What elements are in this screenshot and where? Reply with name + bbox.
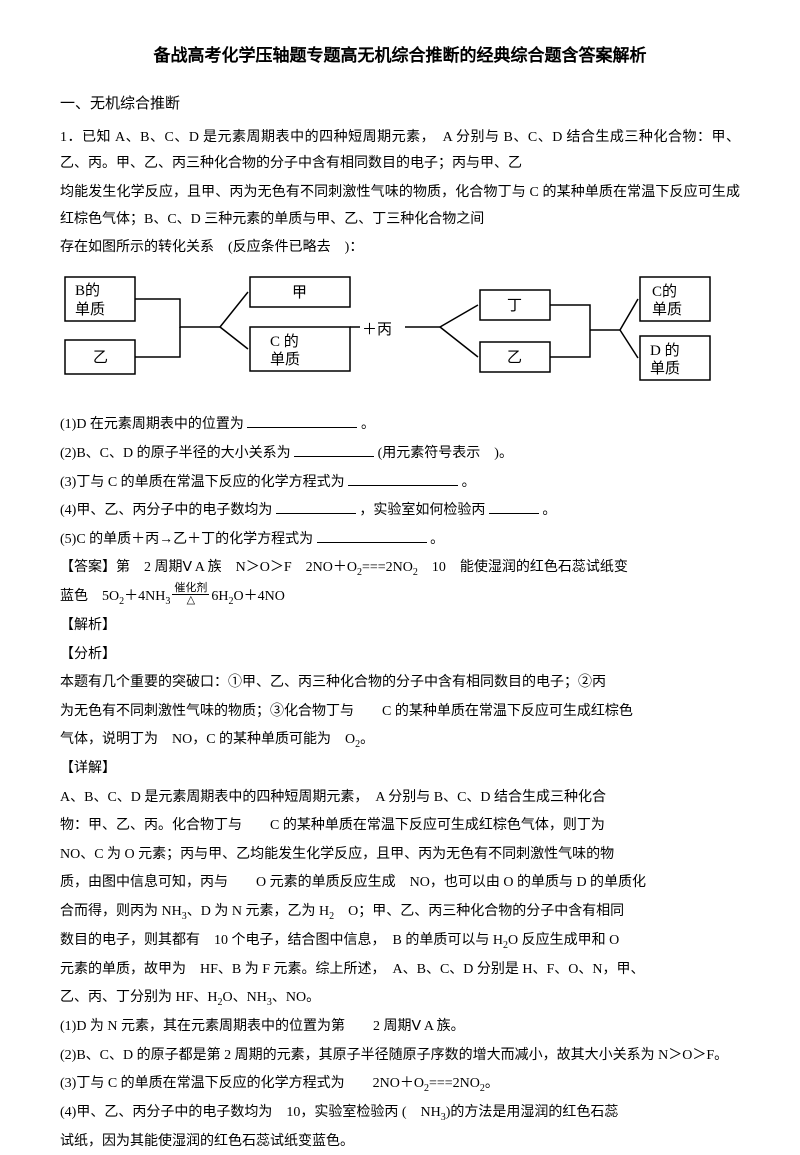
plus-bing: ＋丙 <box>362 322 392 338</box>
detail-6: 数目的电子，则其都有 10 个电子，结合图中信息， B 的单质可以与 H2O 反… <box>60 928 740 955</box>
problem-para-1: 1．已知 A、B、C、D 是元素周期表中的四种短周期元素， A 分别与 B、C、… <box>60 125 740 178</box>
fenxi-2: 为无色有不同刺激性气味的物质；③化合物丁与 C 的某种单质在常温下反应可生成红棕… <box>60 699 740 726</box>
xiangjie-label: 【详解】 <box>60 756 740 783</box>
ans2-c: 6H <box>211 589 228 604</box>
d5-b: 、D 为 N 元素，乙为 H <box>187 904 329 919</box>
conversion-diagram: B的 单质 乙 甲 C 的 单质 ＋丙 丁 乙 C的 单质 D 的 单质 <box>60 272 740 392</box>
q1-end: 。 <box>361 417 375 432</box>
fx3-b: 。 <box>360 732 374 747</box>
box-ding: 丁 <box>507 298 522 314</box>
box-b-substance-2: 单质 <box>75 301 105 318</box>
question-5: (5)C 的单质＋丙→乙＋丁的化学方程式为 。 <box>60 527 740 554</box>
d8-b: O、NH <box>223 990 267 1005</box>
fenxi-label: 【分析】 <box>60 642 740 669</box>
q4-blank-2 <box>489 500 539 514</box>
box-yi-left: 乙 <box>93 350 108 366</box>
ans2-a: 蓝色 5O <box>60 589 119 604</box>
q5-text: (5)C 的单质＋丙→乙＋丁的化学方程式为 <box>60 532 313 547</box>
q3-end: 。 <box>462 475 476 490</box>
fenxi-3: 气体，说明丁为 NO，C 的某种单质可能为 O2。 <box>60 727 740 754</box>
box-b-substance: B的 <box>75 282 100 299</box>
q2-end: (用元素符号表示 )。 <box>378 446 513 461</box>
q2-blank <box>294 443 374 457</box>
problem-para-2: 均能发生化学反应，且甲、丙为无色有不同刺激性气味的物质，化合物丁与 C 的某种单… <box>60 180 740 233</box>
sub-3a: 3 <box>165 596 170 607</box>
q4-blank-1 <box>276 500 356 514</box>
ans2-d: O＋4NO <box>233 589 284 604</box>
q4-end: 。 <box>542 503 556 518</box>
detail-5: 合而得，则丙为 NH3、D 为 N 元素，乙为 H2 O；甲、乙、丙三种化合物的… <box>60 899 740 926</box>
q3-blank <box>348 472 458 486</box>
detail-2: 物：甲、乙、丙。化合物丁与 C 的某种单质在常温下反应可生成红棕色气体，则丁为 <box>60 813 740 840</box>
ans-detail-2: (2)B、C、D 的原子都是第 2 周期的元素，其原子半径随原子序数的增大而减小… <box>60 1043 740 1070</box>
d8-a: 乙、丙、丁分别为 HF、H <box>60 990 218 1005</box>
ans-detail-1: (1)D 为 N 元素，其在元素周期表中的位置为第 2 周期Ⅴ A 族。 <box>60 1014 740 1041</box>
ans1-a: 第 2 周期Ⅴ A 族 N＞O＞F 2NO＋O <box>116 560 357 575</box>
box-d-substance: D 的 <box>650 342 680 359</box>
box-c-substance: C 的 <box>270 333 299 350</box>
q1-text: (1)D 在元素周期表中的位置为 <box>60 417 244 432</box>
ans-detail-4: (4)甲、乙、丙分子中的电子数均为 10，实验室检验丙 ( NH3)的方法是用湿… <box>60 1100 740 1127</box>
detail-4: 质，由图中信息可知，丙与 O 元素的单质反应生成 NO，也可以由 O 的单质与 … <box>60 870 740 897</box>
d5-c: O；甲、乙、丙三种化合物的分子中含有相同 <box>334 904 624 919</box>
detail-1: A、B、C、D 是元素周期表中的四种短周期元素， A 分别与 B、C、D 结合生… <box>60 785 740 812</box>
jiexi-label: 【解析】 <box>60 613 740 640</box>
page-title: 备战高考化学压轴题专题高无机综合推断的经典综合题含答案解析 <box>60 40 740 72</box>
question-4: (4)甲、乙、丙分子中的电子数均为 ，实验室如何检验丙 。 <box>60 498 740 525</box>
ans1-c: 10 能使湿润的红色石蕊试纸变 <box>418 560 628 575</box>
cat-bot: △ <box>172 595 209 606</box>
question-2: (2)B、C、D 的原子半径的大小关系为 (用元素符号表示 )。 <box>60 441 740 468</box>
answer-line-1: 【答案】第 2 周期Ⅴ A 族 N＞O＞F 2NO＋O2===2NO2 10 能… <box>60 555 740 582</box>
box-c-substance-2: 单质 <box>270 351 300 368</box>
d5-a: 合而得，则丙为 NH <box>60 904 182 919</box>
a3-b: ===2NO <box>429 1076 480 1091</box>
box-yi-right: 乙 <box>507 350 522 366</box>
box-c-right: C的 <box>652 283 677 300</box>
a3-a: (3)丁与 C 的单质在常温下反应的化学方程式为 2NO＋O <box>60 1076 424 1091</box>
detail-7: 元素的单质，故甲为 HF、B 为 F 元素。综上所述， A、B、C、D 分别是 … <box>60 957 740 984</box>
detail-3: NO、C 为 O 元素；丙与甲、乙均能发生化学反应，且甲、丙为无色有不同刺激性气… <box>60 842 740 869</box>
detail-8: 乙、丙、丁分别为 HF、H2O、NH3、NO。 <box>60 985 740 1012</box>
answer-line-2: 蓝色 5O2＋4NH3催化剂△6H2O＋4NO <box>60 584 740 611</box>
question-3: (3)丁与 C 的单质在常温下反应的化学方程式为 。 <box>60 470 740 497</box>
d8-c: 、NO。 <box>272 990 320 1005</box>
q1-blank <box>247 414 357 428</box>
q5-blank <box>317 529 427 543</box>
answer-label: 【答案】 <box>60 560 116 575</box>
q2-text: (2)B、C、D 的原子半径的大小关系为 <box>60 446 291 461</box>
q4-mid: ，实验室如何检验丙 <box>359 503 485 518</box>
d6-b: O 反应生成甲和 O <box>508 933 619 948</box>
q4-text: (4)甲、乙、丙分子中的电子数均为 <box>60 503 272 518</box>
catalyst-frac: 催化剂△ <box>172 583 209 606</box>
fenxi-1: 本题有几个重要的突破口：①甲、乙、丙三种化合物的分子中含有相同数目的电子；②丙 <box>60 670 740 697</box>
problem-para-3: 存在如图所示的转化关系 (反应条件已略去 )： <box>60 235 740 262</box>
d6-a: 数目的电子，则其都有 10 个电子，结合图中信息， B 的单质可以与 H <box>60 933 503 948</box>
ans2-b: ＋4NH <box>124 589 165 604</box>
q5-end: 。 <box>430 532 444 547</box>
section-heading: 一、无机综合推断 <box>60 90 740 119</box>
q3-text: (3)丁与 C 的单质在常温下反应的化学方程式为 <box>60 475 345 490</box>
a4-b: )的方法是用湿润的红色石蕊 <box>446 1105 619 1120</box>
box-d-substance-2: 单质 <box>650 360 680 377</box>
ans1-b: ===2NO <box>362 560 413 575</box>
question-1: (1)D 在元素周期表中的位置为 。 <box>60 412 740 439</box>
a4-a: (4)甲、乙、丙分子中的电子数均为 10，实验室检验丙 ( NH <box>60 1105 441 1120</box>
fx3-a: 气体，说明丁为 NO，C 的某种单质可能为 O <box>60 732 355 747</box>
box-jia: 甲 <box>292 285 307 301</box>
box-c-right-2: 单质 <box>652 301 682 318</box>
a3-c: 。 <box>485 1076 499 1091</box>
ans-detail-3: (3)丁与 C 的单质在常温下反应的化学方程式为 2NO＋O2===2NO2。 <box>60 1071 740 1098</box>
